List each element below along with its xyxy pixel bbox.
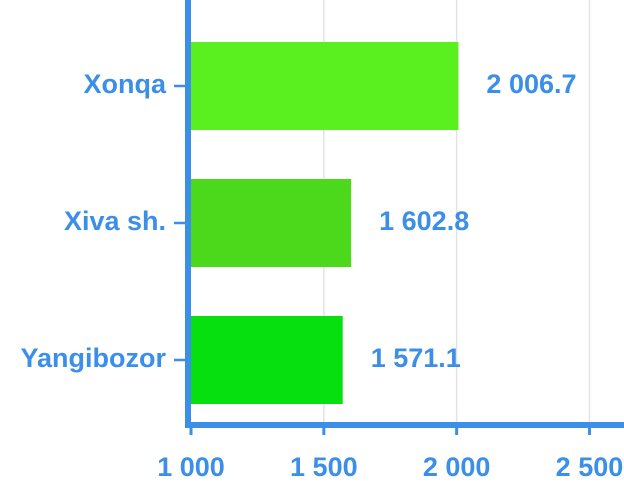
x-tick-label: 1 000	[157, 452, 225, 482]
x-tick-label: 1 500	[290, 452, 358, 482]
y-tick-label: Yangibozor	[20, 343, 166, 373]
bar	[191, 179, 352, 267]
bar	[191, 316, 343, 404]
x-tick-label: 2 500	[556, 452, 624, 482]
y-tick-label: Xonqa	[83, 69, 166, 99]
value-label: 1 602.8	[379, 206, 469, 236]
value-label: 2 006.7	[486, 69, 576, 99]
y-tick-label: Xiva sh.	[64, 206, 166, 236]
bar	[191, 42, 459, 130]
value-label: 1 571.1	[371, 343, 461, 373]
x-tick-label: 2 000	[423, 452, 491, 482]
